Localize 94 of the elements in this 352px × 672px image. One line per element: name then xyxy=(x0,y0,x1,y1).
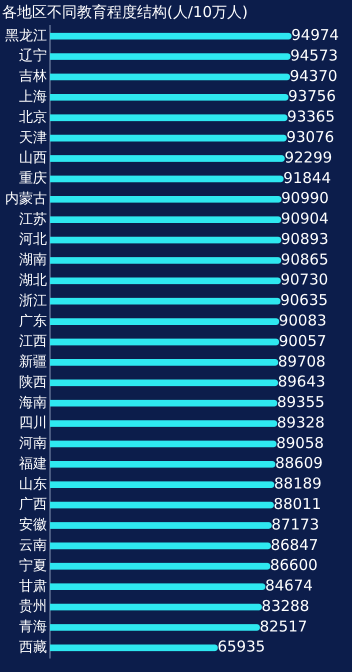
bar xyxy=(50,460,276,468)
y-tick-label: 重庆 xyxy=(19,170,47,187)
data-label: 84674 xyxy=(265,576,313,595)
data-label: 90865 xyxy=(280,250,329,268)
y-tick-label: 浙江 xyxy=(19,292,47,309)
data-label: 90635 xyxy=(280,291,328,310)
data-label: 90730 xyxy=(280,270,328,289)
y-tick-label: 陕西 xyxy=(19,374,47,390)
data-label: 89643 xyxy=(278,372,326,391)
bar xyxy=(50,379,278,386)
data-label: 89328 xyxy=(276,413,325,432)
data-label: 82517 xyxy=(260,617,308,636)
y-tick-label: 天津 xyxy=(19,130,47,146)
y-tick-label: 贵州 xyxy=(19,598,47,615)
data-label: 94573 xyxy=(290,46,338,64)
data-label: 93756 xyxy=(288,87,336,106)
y-tick-label: 广西 xyxy=(19,496,47,513)
data-label: 93365 xyxy=(287,108,335,126)
y-tick-label: 新疆 xyxy=(19,354,47,370)
data-label: 83288 xyxy=(262,596,310,615)
y-tick-label: 辽宁 xyxy=(19,48,47,64)
data-label: 92299 xyxy=(284,148,332,166)
bar xyxy=(50,583,266,590)
y-tick-label: 山西 xyxy=(19,150,47,166)
y-tick-label: 内蒙古 xyxy=(5,190,47,207)
bar xyxy=(50,216,282,224)
data-label: 90057 xyxy=(278,332,326,350)
y-tick-label: 广东 xyxy=(19,313,47,330)
bar xyxy=(50,53,291,60)
bar xyxy=(50,644,218,652)
y-tick-label: 河南 xyxy=(19,436,47,452)
y-tick-label: 湖北 xyxy=(19,272,47,288)
y-tick-label: 黑龙江 xyxy=(5,28,47,44)
y-tick-label: 江西 xyxy=(19,334,47,350)
data-label: 91844 xyxy=(283,168,332,187)
data-label: 90904 xyxy=(280,210,329,228)
bar xyxy=(50,338,280,346)
y-tick-label: 江苏 xyxy=(19,211,47,228)
y-tick-label: 西藏 xyxy=(19,639,47,656)
bar xyxy=(50,94,288,101)
bar xyxy=(50,318,280,325)
data-label: 88189 xyxy=(274,474,322,493)
data-label: 88011 xyxy=(274,494,322,513)
y-tick-label: 安徽 xyxy=(19,517,47,534)
y-tick-label: 河北 xyxy=(19,232,47,248)
bar xyxy=(50,257,282,264)
bar xyxy=(50,236,282,244)
data-label: 90893 xyxy=(280,230,329,248)
chart-title: 各地区不同教育程度结构(人/10万人) xyxy=(2,2,248,21)
data-label: 90083 xyxy=(278,312,327,330)
bar xyxy=(50,400,278,406)
data-label: 94974 xyxy=(291,26,339,44)
bar xyxy=(50,562,270,570)
bar xyxy=(50,522,272,529)
y-tick-label: 福建 xyxy=(19,456,47,472)
y-tick-label: 甘肃 xyxy=(19,578,47,594)
y-tick-label: 北京 xyxy=(19,109,47,126)
data-label: 89058 xyxy=(276,434,324,452)
y-tick-label: 海南 xyxy=(19,394,47,411)
y-tick-label: 湖南 xyxy=(19,252,47,268)
data-label: 90990 xyxy=(281,189,329,208)
data-label: 89708 xyxy=(278,352,326,370)
bar xyxy=(50,134,287,142)
y-tick-label: 云南 xyxy=(19,538,47,554)
bar xyxy=(50,74,290,80)
data-label: 86600 xyxy=(270,556,318,574)
data-label: 93076 xyxy=(286,128,334,146)
y-tick-label: 宁夏 xyxy=(19,558,47,574)
bar xyxy=(50,542,271,550)
bar xyxy=(50,298,281,305)
bar xyxy=(50,155,285,162)
bar xyxy=(50,196,282,203)
bar xyxy=(50,32,292,40)
bar xyxy=(50,114,288,122)
data-label: 87173 xyxy=(271,515,320,534)
data-label: 86847 xyxy=(270,536,318,554)
data-label: 88609 xyxy=(275,454,323,472)
y-tick-label: 上海 xyxy=(19,88,47,105)
bar xyxy=(50,278,281,284)
bar xyxy=(50,176,284,182)
data-label: 65935 xyxy=(217,638,266,656)
y-tick-label: 吉林 xyxy=(19,68,47,85)
data-label: 89355 xyxy=(276,393,325,412)
y-tick-label: 青海 xyxy=(19,619,47,636)
bar xyxy=(50,420,278,427)
bar xyxy=(50,481,274,488)
bar xyxy=(50,624,260,631)
data-label: 94370 xyxy=(290,66,338,85)
y-tick-label: 四川 xyxy=(19,415,47,432)
bar xyxy=(50,604,262,610)
bar xyxy=(50,502,274,508)
bar xyxy=(50,359,278,366)
y-tick-label: 山东 xyxy=(19,476,47,492)
bar xyxy=(50,440,277,448)
